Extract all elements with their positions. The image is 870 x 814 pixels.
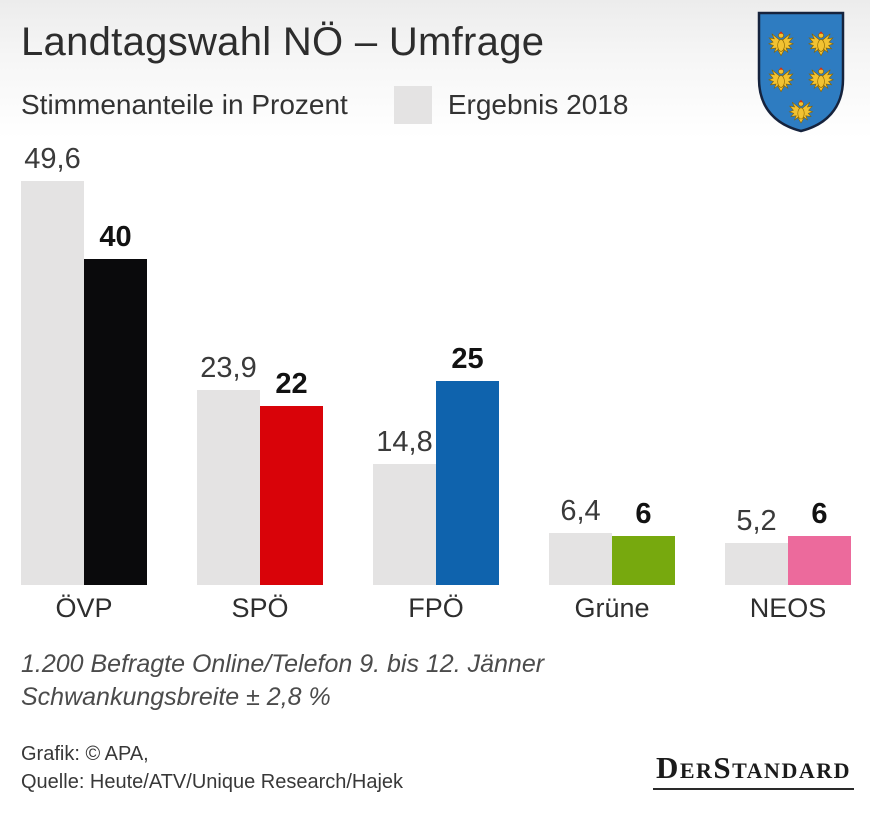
bar-col-umfrage-grune: 6	[612, 500, 675, 585]
credits-graphic: Grafik: © APA,	[21, 743, 149, 765]
bar-umfrage-ovp	[84, 259, 147, 585]
value-label-ergebnis-2018-fpo: 14,8	[376, 426, 433, 458]
bar-group-grune: 6,4 6	[549, 497, 675, 585]
chart-subtitle: Stimmenanteile in Prozent	[21, 89, 348, 120]
page-title: Landtagswahl NÖ – Umfrage	[21, 20, 545, 64]
value-label-umfrage-ovp: 40	[99, 221, 132, 253]
credits-source: Quelle: Heute/ATV/Unique Research/Hajek	[21, 771, 404, 794]
category-labels: ÖVP SPÖ FPÖ Grüne NEOS	[21, 593, 851, 624]
bar-ergebnis-2018-spo	[197, 390, 260, 585]
bar-chart: 49,6 40 23,9 22 14,8 25 6,4 6 5,2 6	[21, 140, 853, 585]
footnote-line-2: Schwankungsbreite ± 2,8 %	[21, 683, 331, 711]
footnote-line-1: 1.200 Befragte Online/Telefon 9. bis 12.…	[21, 650, 545, 678]
value-label-ergebnis-2018-neos: 5,2	[736, 505, 777, 537]
bar-umfrage-fpo	[436, 381, 499, 585]
bar-group-ovp: 49,6 40	[21, 145, 147, 585]
legend-swatch	[393, 86, 432, 124]
bar-ergebnis-2018-ovp	[21, 181, 84, 585]
category-label-spo: SPÖ	[231, 593, 289, 623]
bar-col-ergebnis-2018-spo: 23,9	[197, 354, 260, 585]
bar-col-umfrage-ovp: 40	[84, 223, 147, 585]
bar-ergebnis-2018-grune	[549, 533, 612, 585]
bar-umfrage-spo	[260, 406, 323, 585]
bar-col-umfrage-fpo: 25	[436, 345, 499, 585]
bar-group-spo: 23,9 22	[197, 354, 323, 585]
bar-col-ergebnis-2018-ovp: 49,6	[21, 145, 84, 585]
bar-group-neos: 5,2 6	[725, 500, 851, 585]
derstandard-logo: DerStandard	[652, 750, 854, 790]
bar-col-ergebnis-2018-grune: 6,4	[549, 497, 612, 585]
lower-austria-coat-of-arms	[757, 11, 845, 133]
bar-col-ergebnis-2018-fpo: 14,8	[373, 428, 436, 585]
category-label-grune: Grüne	[574, 593, 650, 623]
bar-ergebnis-2018-neos	[725, 543, 788, 585]
bar-umfrage-neos	[788, 536, 851, 585]
bar-col-umfrage-neos: 6	[788, 500, 851, 585]
value-label-umfrage-grune: 6	[635, 498, 652, 530]
bar-ergebnis-2018-fpo	[373, 464, 436, 585]
value-label-umfrage-spo: 22	[275, 368, 308, 400]
legend: Ergebnis 2018	[393, 86, 629, 124]
bar-col-ergebnis-2018-neos: 5,2	[725, 507, 788, 585]
value-label-ergebnis-2018-grune: 6,4	[560, 495, 601, 527]
value-label-umfrage-fpo: 25	[451, 343, 484, 375]
value-label-umfrage-neos: 6	[811, 498, 828, 530]
bar-col-umfrage-spo: 22	[260, 370, 323, 585]
footnote: 1.200 Befragte Online/Telefon 9. bis 12.…	[21, 648, 544, 714]
value-label-ergebnis-2018-ovp: 49,6	[24, 143, 81, 175]
category-label-neos: NEOS	[749, 593, 827, 623]
bar-group-fpo: 14,8 25	[373, 345, 499, 585]
category-label-ovp: ÖVP	[55, 593, 113, 623]
bar-umfrage-grune	[612, 536, 675, 585]
value-label-ergebnis-2018-spo: 23,9	[200, 352, 257, 384]
legend-label: Ergebnis 2018	[447, 89, 629, 120]
subtitle-row: Stimmenanteile in Prozent Ergebnis 2018	[21, 86, 628, 124]
category-label-fpo: FPÖ	[408, 593, 464, 623]
credits: Grafik: © APA, Quelle: Heute/ATV/Unique …	[21, 740, 403, 797]
